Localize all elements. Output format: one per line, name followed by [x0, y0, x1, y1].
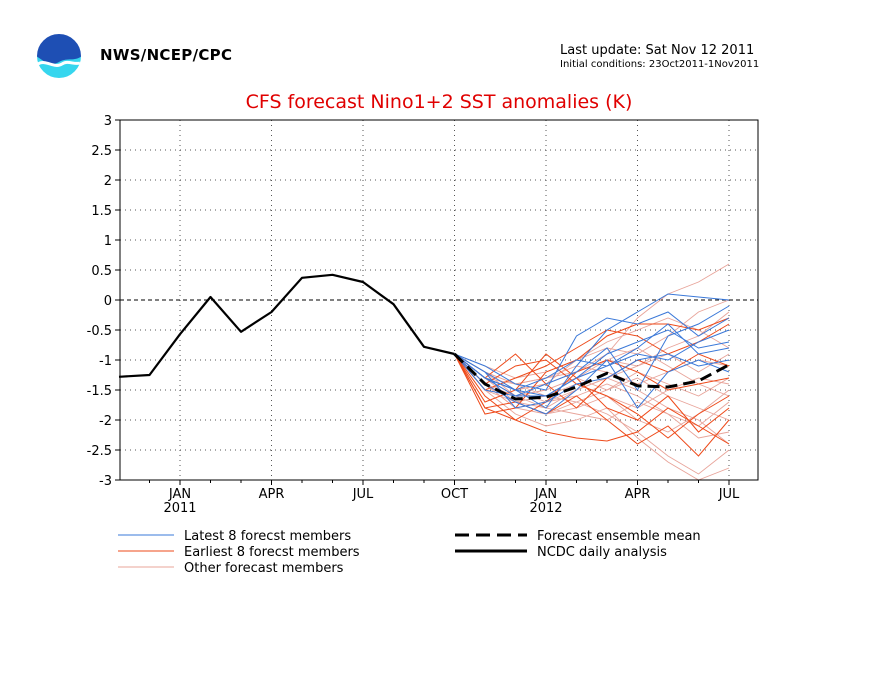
- y-tick-label: 1: [104, 234, 112, 249]
- x-tick-label: JAN: [168, 487, 191, 502]
- y-axis: 3 2.5 2 1.5 1 0.5 0 -0.5 -1 -1.5 -2 -2.5 -3: [87, 114, 120, 489]
- x-tick-year-label: 2012: [529, 501, 562, 516]
- latest-member-line: [454, 329, 730, 397]
- latest-member-line: [454, 311, 730, 391]
- other-member-line: [454, 353, 730, 481]
- x-tick-label: APR: [259, 487, 285, 502]
- y-tick-label: 0: [104, 294, 112, 309]
- earliest-member-line: [454, 353, 730, 409]
- earliest-member-line: [454, 353, 730, 457]
- analysis-group: [118, 273, 455, 378]
- earliest-members-group: [454, 317, 730, 457]
- other-member-line: [454, 353, 730, 445]
- legend-label-analysis: NCDC daily analysis: [537, 545, 667, 560]
- legend-label-latest: Latest 8 forecst members: [184, 529, 351, 544]
- ensemble-mean-group: [453, 352, 730, 401]
- noaa-logo: [35, 32, 83, 80]
- analysis-line: [118, 273, 455, 378]
- initial-conditions-label: Initial conditions: 23Oct2011-1Nov2011: [560, 59, 760, 70]
- y-tick-label: -1.5: [87, 384, 112, 399]
- y-tick-label: 1.5: [91, 204, 112, 219]
- y-tick-label: -2.5: [87, 444, 112, 459]
- y-tick-label: -1: [99, 354, 112, 369]
- ensemble-mean-line: [453, 352, 730, 401]
- y-tick-label: -2: [99, 414, 112, 429]
- y-tick-label: 0.5: [91, 264, 112, 279]
- agency-label: NWS/NCEP/CPC: [100, 46, 233, 64]
- y-tick-label: 2.5: [91, 144, 112, 159]
- legend-label-mean: Forecast ensemble mean: [537, 529, 701, 544]
- legend-label-other: Other forecast members: [184, 561, 344, 576]
- x-tick-label: JUL: [352, 487, 374, 502]
- earliest-member-line: [454, 353, 730, 445]
- x-tick-label: OCT: [441, 487, 468, 502]
- x-tick-label: JUL: [718, 487, 740, 502]
- y-tick-label: -3: [99, 474, 112, 489]
- legend-label-earliest: Earliest 8 forecst members: [184, 545, 360, 560]
- y-tick-label: 3: [104, 114, 112, 129]
- y-tick-label: 2: [104, 174, 112, 189]
- x-tick-label: APR: [625, 487, 651, 502]
- y-tick-label: -0.5: [87, 324, 112, 339]
- x-tick-year-label: 2011: [163, 501, 196, 516]
- x-tick-label: JAN: [534, 487, 557, 502]
- last-update-label: Last update: Sat Nov 12 2011: [560, 43, 755, 58]
- latest-member-line: [454, 293, 730, 409]
- chart-title: CFS forecast Nino1+2 SST anomalies (K): [246, 91, 633, 113]
